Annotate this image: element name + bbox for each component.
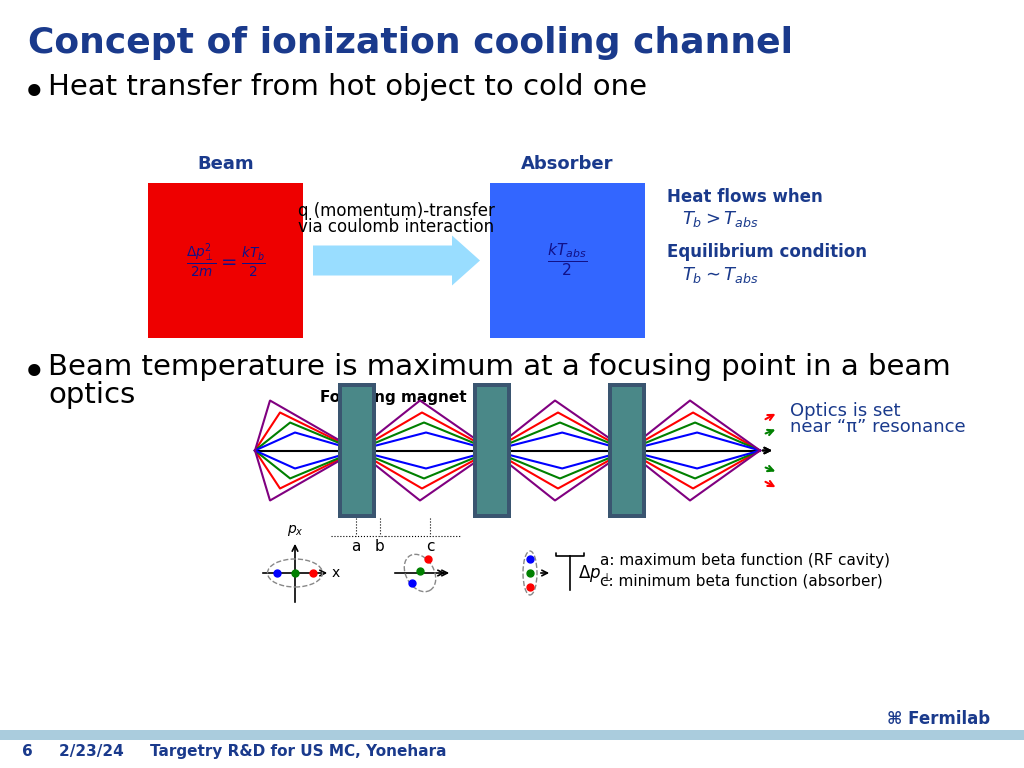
Text: Optics is set: Optics is set (790, 402, 900, 421)
Text: Equilibrium condition: Equilibrium condition (667, 243, 867, 261)
Bar (612, 387, 642, 514)
Text: a: a (351, 539, 360, 554)
Text: $\Delta p_{\perp}$: $\Delta p_{\perp}$ (578, 562, 611, 584)
Text: Absorber: Absorber (521, 155, 613, 173)
Text: optics: optics (48, 381, 135, 409)
Text: •: • (22, 353, 47, 395)
Text: q (momentum)-transfer: q (momentum)-transfer (298, 203, 495, 220)
Text: c: c (426, 539, 434, 554)
Bar (473, 383, 511, 518)
Text: Concept of ionization cooling channel: Concept of ionization cooling channel (28, 26, 793, 60)
Text: Beam temperature is maximum at a focusing point in a beam: Beam temperature is maximum at a focusin… (48, 353, 950, 381)
Text: x: x (332, 566, 340, 580)
Bar (338, 383, 376, 518)
Bar (608, 383, 646, 518)
Text: via coulomb interaction: via coulomb interaction (298, 219, 495, 237)
Text: Heat flows when: Heat flows when (667, 188, 822, 206)
Text: $\frac{kT_{abs}}{2}$: $\frac{kT_{abs}}{2}$ (548, 242, 588, 280)
Text: $p_x$: $p_x$ (287, 523, 303, 538)
Bar (148, 183, 303, 338)
Bar (477, 387, 507, 514)
Bar (477, 387, 507, 514)
Bar (0, 730, 1024, 740)
Text: near “π” resonance: near “π” resonance (790, 419, 966, 436)
Text: •: • (22, 73, 47, 115)
Bar (342, 387, 372, 514)
FancyArrow shape (313, 236, 480, 286)
Text: $\frac{\Delta p_{\perp}^2}{2m} = \frac{kT_b}{2}$: $\frac{\Delta p_{\perp}^2}{2m} = \frac{k… (185, 241, 265, 280)
Text: Focusing magnet: Focusing magnet (319, 390, 466, 405)
Text: Beam: Beam (198, 155, 254, 173)
Bar (473, 383, 511, 518)
Bar (342, 387, 372, 514)
Text: a: maximum beta function (RF cavity): a: maximum beta function (RF cavity) (600, 554, 890, 568)
Bar (612, 387, 642, 514)
Bar (490, 183, 645, 338)
Text: ⌘ Fermilab: ⌘ Fermilab (887, 710, 990, 728)
Text: Heat transfer from hot object to cold one: Heat transfer from hot object to cold on… (48, 73, 647, 101)
Text: c: minimum beta function (absorber): c: minimum beta function (absorber) (600, 574, 883, 588)
Text: 6     2/23/24     Targetry R&D for US MC, Yonehara: 6 2/23/24 Targetry R&D for US MC, Yoneha… (22, 744, 446, 759)
Text: $T_b > T_{abs}$: $T_b > T_{abs}$ (682, 209, 759, 229)
Bar (338, 383, 376, 518)
Text: $T_b \sim T_{abs}$: $T_b \sim T_{abs}$ (682, 265, 759, 285)
Text: b: b (375, 539, 385, 554)
Bar (608, 383, 646, 518)
